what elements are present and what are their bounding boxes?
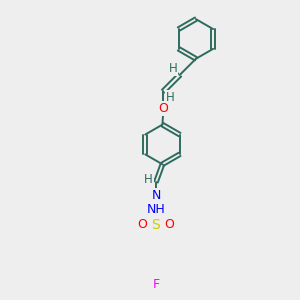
Text: N: N [151,189,161,202]
Text: H: H [169,62,177,75]
Text: O: O [165,218,175,231]
Text: O: O [137,218,147,231]
Text: NH: NH [147,202,165,216]
Text: O: O [158,103,168,116]
Text: H: H [144,173,153,186]
Text: H: H [166,92,175,104]
Text: S: S [152,218,160,232]
Text: F: F [152,278,160,291]
